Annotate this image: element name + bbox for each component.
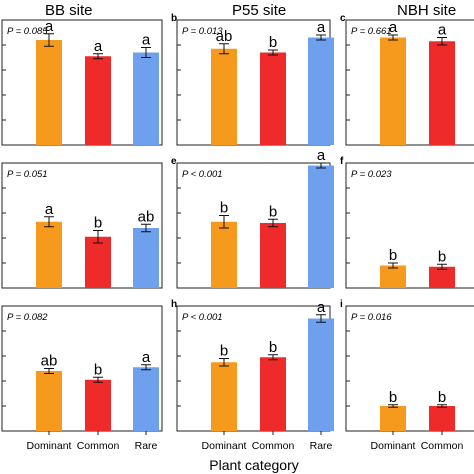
bar-rare: [133, 367, 159, 431]
x-tick-label: Rare: [135, 440, 158, 452]
p-value-label: P < 0.001: [182, 169, 223, 180]
significance-letter: a: [317, 147, 326, 164]
bar-common: [429, 41, 455, 145]
bar-common: [85, 236, 111, 288]
panel-frame: [1, 19, 163, 146]
x-tick-labels: Dominant Common Rare Dominant Common Rare Domi…: [27, 431, 464, 452]
panel-frame: [176, 19, 331, 146]
panel-frame: [345, 305, 474, 432]
bar-common: [260, 223, 286, 288]
site-title-p55: P55 site: [232, 2, 286, 19]
significance-letter: a: [94, 38, 103, 55]
p-value-label: P = 0.013: [182, 26, 223, 37]
p-value-label: P < 0.001: [182, 312, 223, 323]
x-tick-label: Dominant: [202, 440, 247, 452]
p-value-label: P = 0.023: [351, 169, 392, 180]
bar-dominant: [211, 221, 237, 288]
bar-dominant: [211, 48, 237, 145]
significance-letter: a: [317, 19, 326, 36]
site-title-nbh: NBH site: [397, 2, 456, 19]
panel-letter: b: [171, 13, 177, 24]
bar-dominant: [380, 265, 406, 288]
panel-frame: [345, 19, 474, 146]
x-tick-label: Dominant: [27, 440, 72, 452]
significance-letter: a: [317, 299, 326, 316]
significance-letter: b: [269, 203, 277, 220]
panel-frame: [176, 162, 331, 289]
significance-letter: b: [220, 200, 228, 217]
panel-5: e P < 0.001 b b a: [171, 147, 334, 289]
panel-frame: [345, 162, 474, 289]
p-value-label: P = 0.085: [7, 26, 48, 37]
bar-common: [85, 379, 111, 431]
significance-letter: b: [220, 343, 228, 360]
panel-frame: [1, 162, 163, 289]
bar-dominant: [211, 362, 237, 431]
panel-letter: h: [171, 299, 177, 310]
significance-letter: b: [438, 389, 446, 406]
bar-rare: [308, 318, 334, 431]
panel-frame: [176, 305, 331, 432]
significance-letter: b: [389, 389, 397, 406]
panel-9: i P = 0.016 b b: [340, 299, 474, 432]
panel-frame: [1, 305, 163, 432]
p-value-label: P = 0.016: [351, 312, 392, 323]
bar-common: [85, 56, 111, 145]
p-value-label: P = 0.661: [351, 26, 392, 37]
bar-common: [429, 406, 455, 431]
significance-letter: a: [45, 201, 54, 218]
bar-dominant: [36, 40, 62, 145]
significance-letter: a: [438, 22, 447, 39]
significance-letter: ab: [138, 208, 155, 225]
significance-letter: b: [94, 361, 102, 378]
significance-letter: b: [389, 247, 397, 264]
bar-dominant: [36, 221, 62, 288]
panel-8: h P < 0.001 b b a: [171, 299, 334, 432]
significance-letter: b: [269, 339, 277, 356]
bar-rare: [308, 165, 334, 288]
x-tick-label: Dominant: [371, 440, 416, 452]
significance-letter: ab: [41, 353, 58, 370]
significance-letter: a: [142, 32, 151, 49]
bar-dominant: [380, 37, 406, 145]
significance-letter: ab: [216, 28, 233, 45]
bar-common: [429, 266, 455, 288]
bar-dominant: [36, 371, 62, 431]
panel-7: P = 0.082 ab b a: [1, 305, 163, 432]
bar-rare: [308, 37, 334, 145]
panel-letter: c: [340, 13, 346, 24]
x-tick-label: Common: [77, 440, 120, 452]
significance-letter: b: [438, 248, 446, 265]
significance-letter: b: [94, 215, 102, 232]
bar-rare: [133, 228, 159, 288]
bar-rare: [133, 52, 159, 145]
panel-letter: i: [340, 299, 343, 310]
x-tick-label: Common: [252, 440, 295, 452]
significance-letter: a: [389, 19, 398, 36]
p-value-label: P = 0.082: [7, 312, 48, 323]
bar-common: [260, 52, 286, 145]
panel-letter: e: [171, 156, 177, 167]
significance-letter: b: [269, 34, 277, 51]
significance-letter: a: [45, 18, 54, 35]
x-tick-label: Common: [421, 440, 464, 452]
p-value-label: P = 0.051: [7, 169, 48, 180]
x-axis-title: Plant category: [209, 457, 299, 473]
bar-common: [260, 357, 286, 431]
bar-dominant: [380, 406, 406, 431]
panel-6: f P = 0.023 b b: [340, 156, 474, 289]
x-tick-label: Rare: [310, 440, 333, 452]
significance-letter: a: [142, 349, 151, 366]
site-title-bb: BB site: [45, 2, 93, 19]
panel-letter: f: [340, 156, 344, 167]
